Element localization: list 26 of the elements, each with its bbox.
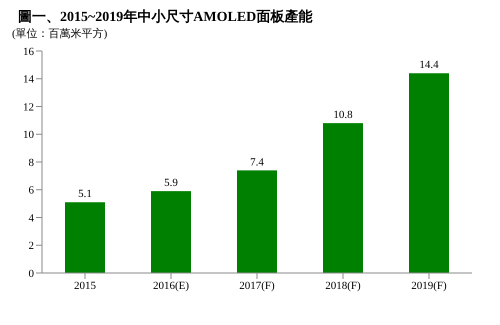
x-tick-label: 2015 <box>74 280 96 292</box>
chart-title: 圖一、2015~2019年中小尺寸AMOLED面板產能 <box>17 8 314 26</box>
y-tick-label: 0 <box>28 268 34 280</box>
data-label: 5.9 <box>164 177 178 190</box>
bar <box>237 170 277 273</box>
data-label: 14.4 <box>419 59 440 72</box>
y-tick-label: 14 <box>23 74 34 86</box>
bar <box>409 73 449 273</box>
bar <box>323 123 363 273</box>
y-tick-label: 16 <box>23 46 34 58</box>
y-tick-label: 12 <box>23 101 34 114</box>
y-tick-label: 4 <box>28 212 34 224</box>
x-tick-label: 2019(F) <box>411 280 448 292</box>
data-label: 7.4 <box>250 156 264 168</box>
data-label: 10.8 <box>333 109 354 122</box>
x-tick-label: 2016(E) <box>152 280 190 292</box>
y-tick-label: 10 <box>23 129 34 142</box>
data-label: 5.1 <box>78 188 92 200</box>
chart-subtitle: (單位：百萬米平方) <box>11 26 108 41</box>
y-tick-label: 8 <box>28 156 34 169</box>
y-tick-label: 2 <box>28 240 34 252</box>
y-tick-label: 6 <box>28 184 34 197</box>
bar <box>151 191 191 273</box>
x-tick-label: 2017(F) <box>239 280 276 292</box>
x-tick-label: 2018(F) <box>325 280 362 292</box>
bar <box>65 202 105 273</box>
